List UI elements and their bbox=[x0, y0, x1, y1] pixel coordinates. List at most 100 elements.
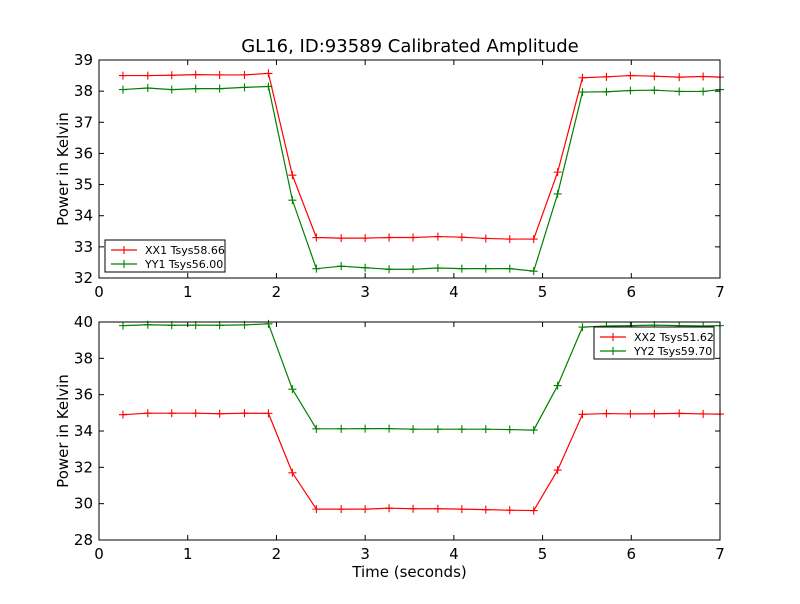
data-point bbox=[578, 73, 587, 82]
x-tick-label: 7 bbox=[715, 283, 725, 301]
data-point bbox=[215, 321, 224, 330]
x-tick-label: 6 bbox=[627, 283, 637, 301]
data-point bbox=[529, 267, 538, 276]
data-point bbox=[699, 409, 708, 418]
x-tick-label: 0 bbox=[94, 545, 104, 563]
x-tick-label: 6 bbox=[627, 545, 637, 563]
x-axis-label: Time (seconds) bbox=[351, 563, 467, 581]
data-point bbox=[240, 70, 249, 79]
data-point bbox=[650, 86, 659, 95]
legend-label: YY1 Tsys56.00 bbox=[144, 258, 223, 271]
data-point bbox=[626, 71, 635, 80]
data-point bbox=[481, 505, 490, 514]
data-point bbox=[481, 264, 490, 273]
data-point bbox=[650, 409, 659, 418]
chart-title: GL16, ID:93589 Calibrated Amplitude bbox=[241, 36, 579, 57]
data-point bbox=[675, 87, 684, 96]
data-point bbox=[505, 264, 514, 273]
data-point bbox=[240, 83, 249, 92]
data-point bbox=[505, 425, 514, 434]
x-tick-label: 5 bbox=[538, 545, 548, 563]
data-point bbox=[312, 264, 321, 273]
legend-label: YY2 Tsys59.70 bbox=[633, 345, 712, 358]
data-point bbox=[215, 84, 224, 93]
x-tick-label: 1 bbox=[183, 545, 193, 563]
data-point bbox=[361, 505, 370, 514]
data-point bbox=[578, 88, 587, 97]
y-tick-label: 36 bbox=[74, 144, 93, 162]
data-point bbox=[191, 84, 200, 93]
data-point bbox=[505, 235, 514, 244]
data-point bbox=[457, 233, 466, 242]
data-point bbox=[481, 425, 490, 434]
data-point bbox=[385, 233, 394, 242]
data-point bbox=[337, 262, 346, 271]
data-point bbox=[191, 409, 200, 418]
data-point bbox=[553, 466, 562, 475]
y-tick-label: 37 bbox=[74, 113, 93, 131]
data-point bbox=[312, 505, 321, 514]
y-tick-label: 33 bbox=[74, 238, 93, 256]
data-point bbox=[264, 69, 273, 78]
y-axis-label: Power in Kelvin bbox=[54, 374, 72, 488]
legend-box bbox=[593, 326, 715, 360]
data-point bbox=[675, 73, 684, 82]
data-point bbox=[215, 70, 224, 79]
x-tick-label: 2 bbox=[272, 545, 282, 563]
data-point bbox=[433, 504, 442, 513]
data-point bbox=[433, 232, 442, 241]
data-point bbox=[529, 235, 538, 244]
data-point bbox=[578, 410, 587, 419]
legend-label: XX2 Tsys51.62 bbox=[634, 331, 714, 344]
data-point bbox=[264, 409, 273, 418]
y-tick-label: 39 bbox=[74, 51, 93, 69]
y-tick-label: 30 bbox=[74, 495, 93, 513]
data-point bbox=[409, 504, 418, 513]
y-tick-label: 35 bbox=[74, 176, 93, 194]
data-point bbox=[264, 319, 273, 328]
data-point bbox=[264, 82, 273, 91]
data-point bbox=[118, 410, 127, 419]
data-point bbox=[118, 85, 127, 94]
data-point bbox=[312, 424, 321, 433]
data-point bbox=[361, 263, 370, 272]
data-point bbox=[457, 425, 466, 434]
data-point bbox=[337, 424, 346, 433]
data-point bbox=[288, 171, 297, 180]
data-point bbox=[288, 196, 297, 205]
data-point bbox=[385, 424, 394, 433]
data-point bbox=[191, 70, 200, 79]
data-point bbox=[529, 426, 538, 435]
data-point bbox=[553, 189, 562, 198]
data-point bbox=[699, 87, 708, 96]
data-point bbox=[337, 505, 346, 514]
plot-frame-1 bbox=[98, 59, 721, 279]
data-point bbox=[602, 87, 611, 96]
data-point bbox=[505, 506, 514, 515]
data-point bbox=[118, 71, 127, 80]
data-point bbox=[409, 233, 418, 242]
data-point bbox=[143, 84, 152, 93]
y-axis-label: Power in Kelvin bbox=[54, 112, 72, 226]
x-tick-label: 5 bbox=[538, 283, 548, 301]
data-point bbox=[167, 321, 176, 330]
data-point bbox=[433, 264, 442, 273]
data-point bbox=[529, 506, 538, 515]
data-point bbox=[167, 409, 176, 418]
legend-label: XX1 Tsys58.66 bbox=[145, 244, 225, 257]
y-tick-label: 36 bbox=[74, 386, 93, 404]
x-tick-label: 4 bbox=[449, 545, 459, 563]
y-tick-label: 34 bbox=[74, 422, 93, 440]
data-point bbox=[457, 505, 466, 514]
data-point bbox=[361, 424, 370, 433]
data-point bbox=[602, 409, 611, 418]
data-point bbox=[167, 71, 176, 80]
y-tick-label: 38 bbox=[74, 349, 93, 367]
y-tick-label: 40 bbox=[74, 313, 93, 331]
data-point bbox=[553, 168, 562, 177]
data-point bbox=[699, 72, 708, 81]
data-point bbox=[312, 233, 321, 242]
data-point bbox=[143, 409, 152, 418]
data-point bbox=[650, 72, 659, 81]
